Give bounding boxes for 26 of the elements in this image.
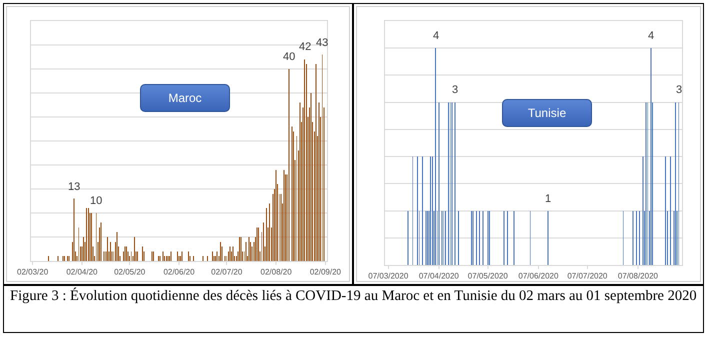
x-tick-label: 07/08/2020 — [618, 272, 659, 281]
x-tick-label: 02/08/20 — [260, 268, 292, 277]
x-tick-label: 02/05/20 — [114, 268, 146, 277]
x-tick-label: 02/07/20 — [211, 268, 243, 277]
label-box: Maroc — [140, 84, 230, 112]
data-label: 40 — [283, 51, 296, 63]
data-label: 3 — [452, 84, 458, 96]
data-label: 13 — [68, 181, 80, 193]
data-label: 4 — [648, 30, 654, 42]
data-label: 42 — [299, 41, 312, 53]
data-label: 10 — [90, 195, 102, 207]
x-tick-label: 02/06/20 — [163, 268, 196, 277]
data-label: 4 — [433, 30, 440, 42]
x-tick-label: 07/07/2020 — [567, 272, 608, 281]
x-tick-label: 07/04/2020 — [418, 272, 460, 281]
x-tick-label: 07/05/2020 — [468, 272, 508, 281]
x-tick-label: 02/03/20 — [17, 268, 49, 277]
x-tick-label: 07/06/2020 — [518, 272, 559, 281]
x-tick-label: 02/09/20 — [310, 268, 342, 277]
caption: Figure 3 : Évolution quotidienne des décès liés à COVID-19 au Maroc et en Tunisie du 02 mars au 01 septembre 2020 — [3, 285, 704, 333]
data-label: 1 — [545, 193, 552, 205]
x-tick-label: 02/04/20 — [66, 268, 98, 277]
x-tick-label: 07/03/2020 — [368, 272, 409, 281]
data-label: 3 — [676, 84, 682, 96]
data-label: 43 — [316, 37, 328, 49]
label-box: Tunisie — [502, 99, 592, 127]
